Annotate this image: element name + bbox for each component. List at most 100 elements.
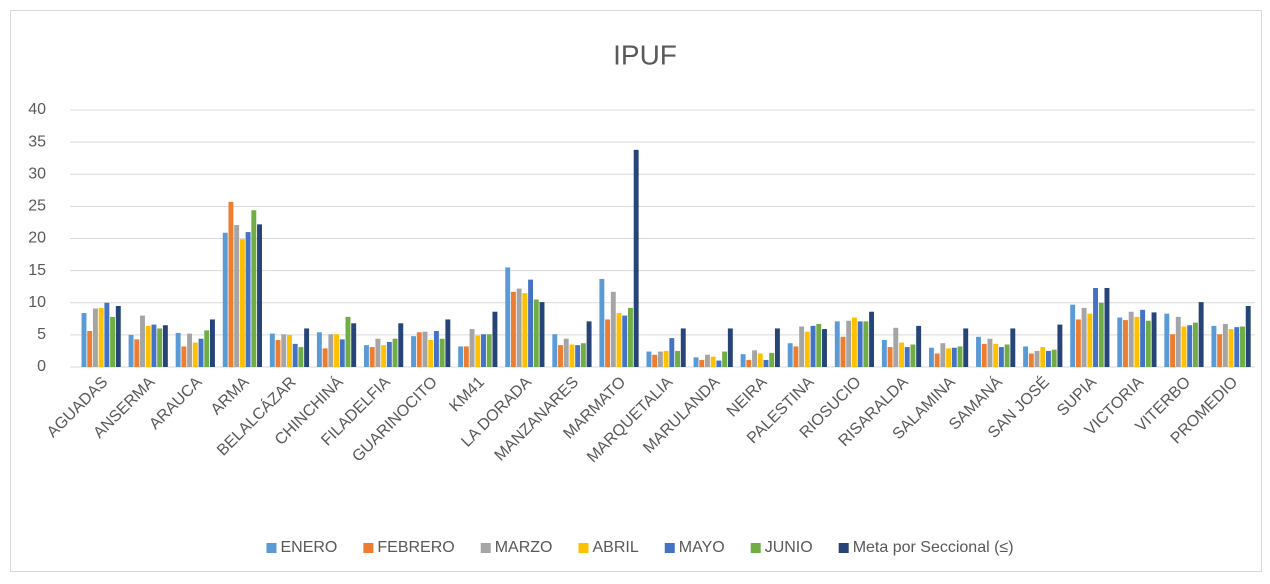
y-tick-label: 20 <box>28 230 46 247</box>
bar <box>652 354 658 367</box>
legend-swatch <box>750 543 761 553</box>
bar <box>976 336 981 367</box>
bar <box>869 311 875 367</box>
bar <box>1175 316 1181 367</box>
bar <box>234 225 240 367</box>
bar <box>1004 344 1010 367</box>
bar <box>192 342 198 367</box>
bar <box>516 288 522 367</box>
bar <box>1192 322 1198 367</box>
bar <box>610 291 616 367</box>
bar <box>1070 304 1076 367</box>
bar <box>1134 316 1140 367</box>
bar <box>569 344 575 367</box>
bar <box>386 341 392 367</box>
bar <box>1217 334 1223 367</box>
bar <box>746 359 752 367</box>
bar <box>463 346 469 367</box>
legend-label: MAYO <box>679 539 725 556</box>
bar <box>392 338 398 367</box>
y-tick-label: 40 <box>28 101 46 118</box>
bar <box>428 340 434 367</box>
y-tick-label: 15 <box>28 262 46 279</box>
bar <box>705 354 710 367</box>
legend-swatch <box>363 543 374 553</box>
bar <box>416 332 422 367</box>
bar <box>422 331 428 367</box>
bar <box>1198 302 1204 367</box>
legend-label: MARZO <box>495 539 553 556</box>
bar <box>646 351 652 367</box>
bar <box>369 347 375 367</box>
bar <box>1051 349 1057 367</box>
bar <box>1045 350 1051 367</box>
bar <box>334 334 339 367</box>
bar <box>98 307 104 367</box>
bar <box>181 346 187 367</box>
bar <box>893 327 899 367</box>
bar <box>175 332 181 367</box>
bar <box>993 343 999 367</box>
chart-title: IPUF <box>613 39 677 70</box>
bar <box>722 351 728 367</box>
legend-swatch <box>664 543 675 553</box>
bar <box>528 279 534 367</box>
bar <box>486 334 492 367</box>
bar <box>469 329 475 367</box>
bar <box>505 267 511 367</box>
bar <box>834 321 840 367</box>
bar <box>339 339 345 367</box>
bar <box>145 325 151 367</box>
bar <box>627 307 633 367</box>
bar <box>1081 307 1087 367</box>
bar <box>904 347 910 367</box>
bar <box>481 334 486 367</box>
bar <box>245 232 251 367</box>
bar <box>533 299 539 367</box>
bar <box>804 331 810 367</box>
bar <box>92 308 98 367</box>
bar <box>458 346 464 367</box>
bar <box>940 343 946 367</box>
bar <box>857 321 863 367</box>
legend-label: ABRIL <box>593 539 639 556</box>
bar <box>1211 325 1217 367</box>
bar <box>251 210 257 367</box>
bar <box>322 348 328 367</box>
bar <box>616 313 622 367</box>
bar <box>1187 325 1193 367</box>
bar <box>987 338 993 367</box>
bar <box>793 346 799 367</box>
bar <box>774 328 780 367</box>
bar <box>552 334 558 367</box>
bar <box>810 325 816 367</box>
bar <box>622 315 628 367</box>
legend-label: FEBRERO <box>377 539 454 556</box>
bar <box>575 345 581 367</box>
bar <box>1098 302 1104 367</box>
bar <box>1023 346 1029 367</box>
bar <box>946 348 952 367</box>
bar <box>693 357 699 367</box>
bar <box>228 201 234 367</box>
y-tick-label: 0 <box>37 358 46 375</box>
bar <box>599 278 605 367</box>
bar <box>757 353 763 367</box>
bar <box>287 334 292 367</box>
bar <box>680 328 686 367</box>
bar <box>1040 347 1046 367</box>
bar <box>411 336 417 367</box>
bar <box>1164 313 1170 367</box>
bar <box>1057 324 1063 367</box>
bar <box>87 331 93 367</box>
bar <box>475 335 481 367</box>
bar <box>364 345 369 367</box>
y-tick-label: 30 <box>28 165 46 182</box>
bar <box>492 311 498 367</box>
bar <box>115 305 121 367</box>
bar <box>998 347 1004 367</box>
bar <box>1181 326 1187 367</box>
bar <box>981 343 987 367</box>
bar <box>1104 287 1110 367</box>
